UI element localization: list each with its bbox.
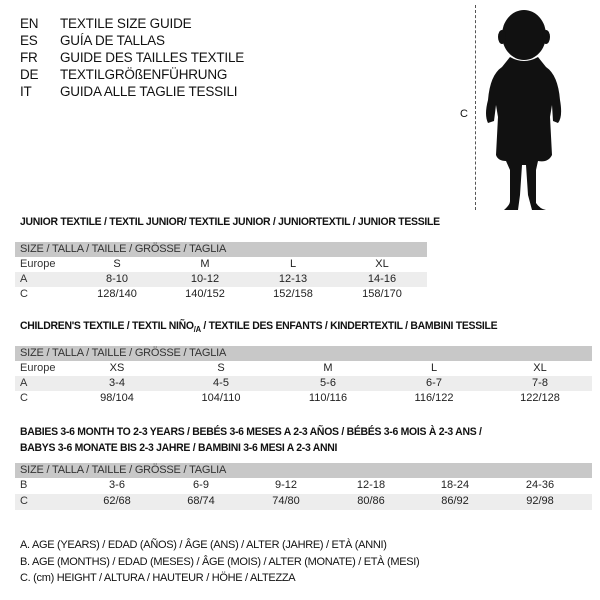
height-measure-line [475, 5, 476, 210]
language-code: FR [20, 50, 38, 65]
table-cell: 74/80 [272, 495, 300, 507]
table-cell: M [200, 258, 210, 270]
table-cell: 8-10 [105, 273, 129, 285]
size-header: SIZE / TALLA / TAILLE / GRÖSSE / TAGLIA [15, 346, 592, 361]
legend-c: C. (cm) HEIGHT / ALTURA / HAUTEUR / HÖHE… [20, 572, 296, 584]
junior-size-table: SIZE / TALLA / TAILLE / GRÖSSE / TAGLIA E… [15, 242, 427, 302]
table-cell: 80/86 [357, 495, 385, 507]
row-label: Europe [20, 362, 56, 374]
language-code: ES [20, 33, 38, 48]
table-cell: 14-16 [367, 273, 397, 285]
table-cell: 122/128 [520, 392, 560, 404]
row-label: A [20, 377, 28, 389]
baby-silhouette-icon [486, 10, 562, 210]
babies-title-line2: BABYS 3-6 MONATE BIS 2-3 JAHRE / BAMBINI… [20, 442, 338, 454]
table-cell: XL [533, 362, 547, 374]
table-cell: 7-8 [532, 377, 548, 389]
table-cell: 140/152 [185, 288, 225, 300]
table-cell: L [430, 362, 438, 374]
table-cell: 3-6 [109, 479, 125, 491]
table-cell: 18-24 [440, 479, 470, 491]
table-cell: XL [375, 258, 389, 270]
table-row: C 62/68 68/74 74/80 80/86 86/92 92/98 [15, 494, 592, 510]
table-cell: 158/170 [362, 288, 402, 300]
size-header: SIZE / TALLA / TAILLE / GRÖSSE / TAGLIA [15, 463, 592, 478]
table-cell: 98/104 [100, 392, 134, 404]
table-row: B 3-6 6-9 9-12 12-18 18-24 24-36 [15, 478, 592, 494]
table-cell: 10-12 [190, 273, 220, 285]
row-label: C [20, 392, 28, 404]
babies-size-table: SIZE / TALLA / TAILLE / GRÖSSE / TAGLIA B… [15, 463, 592, 510]
table-cell: 62/68 [103, 495, 131, 507]
row-label: C [20, 495, 28, 507]
height-label: C [460, 108, 468, 120]
legend-b: B. AGE (MONTHS) / EDAD (MESES) / ÂGE (MO… [20, 556, 420, 568]
table-cell: 116/122 [414, 392, 454, 404]
language-code: IT [20, 84, 32, 99]
table-cell: 4-5 [213, 377, 229, 389]
table-cell: 110/116 [308, 392, 348, 404]
table-row: A 8-10 10-12 12-13 14-16 [15, 272, 427, 287]
language-text: GUIDE DES TAILLES TEXTILE [60, 50, 245, 65]
row-label: Europe [20, 258, 56, 270]
table-cell: 86/92 [441, 495, 469, 507]
table-cell: 3-4 [109, 377, 125, 389]
babies-title-line1: BABIES 3-6 MONTH TO 2-3 YEARS / BEBÉS 3-… [20, 426, 482, 438]
table-row: A 3-4 4-5 5-6 6-7 7-8 [15, 376, 592, 391]
table-row: Europe S M L XL [15, 257, 427, 272]
language-code: DE [20, 67, 39, 82]
table-cell: XS [109, 362, 125, 374]
junior-title: JUNIOR TEXTILE / TEXTIL JUNIOR/ TEXTILE … [20, 216, 440, 228]
language-text: TEXTILGRÖßENFÜHRUNG [60, 67, 228, 82]
language-text: GUIDA ALLE TAGLIE TESSILI [60, 84, 238, 99]
row-label: B [20, 479, 28, 491]
table-cell: S [113, 258, 121, 270]
table-cell: 104/110 [201, 392, 241, 404]
language-code: EN [20, 16, 39, 31]
table-row: Europe XS S M L XL [15, 361, 592, 376]
table-cell: 152/158 [273, 288, 313, 300]
table-cell: 92/98 [526, 495, 554, 507]
size-header: SIZE / TALLA / TAILLE / GRÖSSE / TAGLIA [15, 242, 427, 257]
table-cell: 12-18 [356, 479, 386, 491]
row-label: A [20, 273, 28, 285]
table-cell: 24-36 [525, 479, 555, 491]
table-cell: 128/140 [97, 288, 137, 300]
row-label: C [20, 288, 28, 300]
table-cell: 5-6 [320, 377, 336, 389]
table-row: C 98/104 104/110 110/116 116/122 122/128 [15, 391, 592, 406]
table-cell: M [323, 362, 333, 374]
table-cell: L [289, 258, 297, 270]
table-cell: 6-9 [193, 479, 209, 491]
table-cell: 12-13 [278, 273, 308, 285]
language-text: TEXTILE SIZE GUIDE [60, 16, 192, 31]
table-row: C 128/140 140/152 152/158 158/170 [15, 287, 427, 302]
table-cell: 9-12 [274, 479, 298, 491]
table-cell: 6-7 [426, 377, 442, 389]
children-title: CHILDREN'S TEXTILE / TEXTIL NIÑO/A / TEX… [20, 320, 498, 335]
language-text: GUÍA DE TALLAS [60, 33, 165, 48]
table-cell: S [217, 362, 225, 374]
table-cell: 68/74 [187, 495, 215, 507]
children-size-table: SIZE / TALLA / TAILLE / GRÖSSE / TAGLIA E… [15, 346, 592, 406]
legend-a: A. AGE (YEARS) / EDAD (AÑOS) / ÂGE (ANS)… [20, 539, 387, 551]
